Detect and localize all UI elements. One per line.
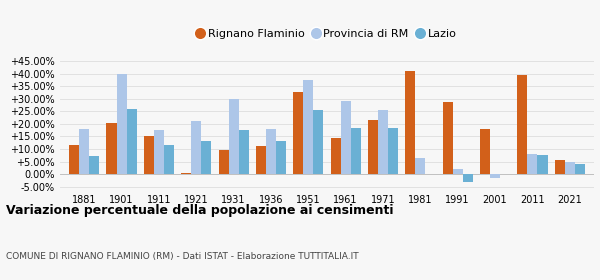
Bar (202, 141, 211, 174)
Bar (239, 130, 249, 174)
Bar (463, 174, 473, 182)
Bar (341, 101, 351, 174)
Bar (106, 123, 116, 174)
Bar (565, 162, 575, 174)
Bar (218, 150, 229, 174)
Bar (368, 120, 378, 174)
Bar (293, 92, 303, 174)
Text: Variazione percentuale della popolazione ai censimenti: Variazione percentuale della popolazione… (6, 204, 394, 217)
Bar (191, 121, 202, 174)
Bar (266, 129, 276, 174)
Bar (575, 164, 585, 174)
Bar (303, 80, 313, 174)
Bar (480, 129, 490, 174)
Bar (452, 169, 463, 174)
Bar (229, 99, 239, 174)
Bar (69, 145, 79, 174)
Bar (181, 173, 191, 174)
Text: COMUNE DI RIGNANO FLAMINIO (RM) - Dati ISTAT - Elaborazione TUTTITALIA.IT: COMUNE DI RIGNANO FLAMINIO (RM) - Dati I… (6, 252, 359, 261)
Bar (538, 155, 548, 174)
Legend: Rignano Flaminio, Provincia di RM, Lazio: Rignano Flaminio, Provincia di RM, Lazio (193, 24, 461, 44)
Bar (351, 128, 361, 174)
Bar (144, 136, 154, 174)
Bar (164, 145, 174, 174)
Bar (89, 157, 100, 174)
Bar (517, 75, 527, 174)
Bar (116, 74, 127, 174)
Bar (127, 109, 137, 174)
Bar (313, 110, 323, 174)
Bar (154, 130, 164, 174)
Bar (443, 102, 452, 174)
Bar (256, 146, 266, 174)
Bar (527, 154, 538, 174)
Bar (276, 141, 286, 174)
Bar (331, 138, 341, 174)
Bar (79, 129, 89, 174)
Bar (388, 128, 398, 174)
Bar (415, 158, 425, 174)
Bar (378, 110, 388, 174)
Bar (405, 71, 415, 174)
Bar (490, 174, 500, 178)
Bar (554, 160, 565, 174)
